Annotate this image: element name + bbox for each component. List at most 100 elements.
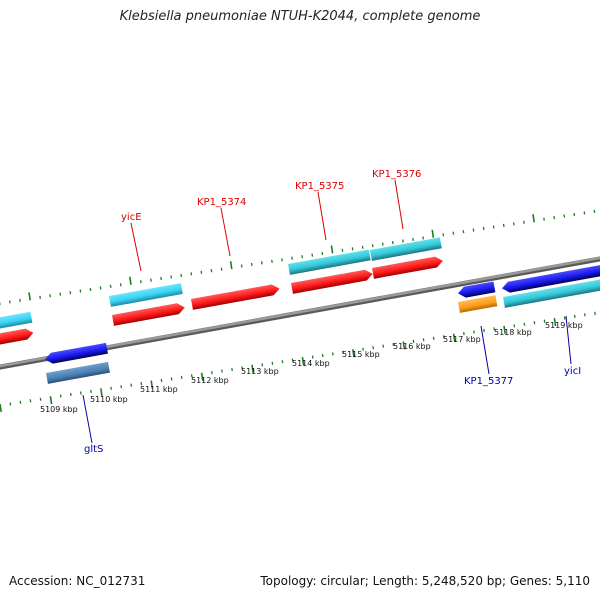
scale-label: 5119 kbp (545, 321, 583, 330)
label-leaders (82, 179, 572, 444)
minor-tick (583, 313, 586, 317)
minor-tick (291, 358, 294, 362)
minor-tick (220, 267, 223, 271)
minor-tick (170, 275, 173, 279)
scale-label: 5116 kbp (393, 342, 431, 351)
minor-tick (543, 217, 545, 221)
minor-tick (563, 214, 566, 218)
minor-tick (553, 215, 556, 220)
minor-tick (512, 222, 515, 226)
minor-tick (130, 383, 133, 387)
minor-tick (342, 350, 344, 354)
cds-gltS (44, 342, 108, 364)
minor-tick (382, 344, 385, 348)
minor-tick (301, 255, 304, 259)
major-tick (503, 325, 506, 334)
minor-tick (573, 314, 576, 319)
major-tick (452, 333, 456, 342)
minor-tick (392, 342, 395, 347)
major-tick (28, 292, 31, 301)
label-yicI: yicI (564, 366, 581, 377)
minor-tick (311, 253, 314, 257)
minor-tick (432, 336, 435, 340)
minor-tick (402, 239, 404, 243)
minor-tick (109, 284, 112, 288)
minor-tick (49, 294, 52, 298)
inner-tick-row (0, 311, 596, 413)
major-tick (229, 261, 233, 270)
minor-tick (271, 259, 273, 263)
minor-tick (231, 367, 233, 372)
minor-tick (412, 237, 414, 242)
minor-tick (190, 374, 193, 378)
minor-tick (160, 276, 162, 281)
minor-tick (473, 330, 475, 334)
outer-tick-row (0, 209, 596, 305)
accession-text: Accession: NC_012731 (9, 574, 146, 588)
major-tick (150, 380, 154, 389)
misc-feature-gltS (46, 361, 110, 384)
major-tick (352, 349, 355, 358)
scale-label: 5113 kbp (241, 367, 279, 376)
minor-tick (502, 223, 505, 228)
minor-tick (119, 283, 122, 287)
gene-labels: yicE KP1_5374 KP1_5375 KP1_5376 gltS KP1… (84, 169, 581, 455)
scale-label: 5110 kbp (90, 395, 128, 404)
minor-tick (533, 321, 536, 325)
minor-tick (200, 270, 203, 274)
scale-label: 5111 kbp (140, 385, 178, 394)
minor-tick (250, 262, 253, 267)
minor-tick (391, 240, 394, 245)
major-tick (100, 388, 103, 397)
minor-tick (483, 328, 485, 333)
minor-tick (372, 346, 375, 350)
minor-tick (361, 245, 364, 249)
label-KP1_5375: KP1_5375 (295, 181, 344, 192)
cds-fragment-left-rna (0, 311, 33, 329)
minor-tick (260, 261, 263, 265)
cds-KP1_5377 (457, 281, 496, 298)
minor-tick (321, 353, 324, 358)
minor-tick (442, 335, 445, 339)
minor-tick (180, 375, 183, 379)
major-tick (0, 403, 2, 413)
minor-tick (29, 399, 32, 403)
label-KP1_5374: KP1_5374 (197, 197, 246, 208)
scale-label: 5112 kbp (191, 376, 229, 385)
label-KP1_5377: KP1_5377 (464, 376, 513, 387)
minor-tick (493, 327, 496, 331)
minor-tick (241, 366, 244, 370)
minor-tick (543, 319, 546, 323)
label-KP1_5376: KP1_5376 (372, 169, 421, 180)
cds-KP1_5376 (372, 256, 443, 279)
cds-fragment-left-forward (0, 328, 34, 345)
minor-tick (351, 247, 354, 251)
minor-tick (210, 269, 213, 273)
major-tick (431, 229, 435, 238)
major-tick (532, 214, 535, 223)
gene-features (0, 237, 600, 384)
rna-feature-yicE (108, 283, 183, 307)
scale-label: 5114 kbp (292, 359, 330, 368)
major-tick (200, 372, 204, 381)
minor-tick (150, 278, 152, 282)
minor-tick (593, 209, 596, 213)
minor-tick (442, 233, 445, 237)
cds-KP1_5374 (191, 284, 280, 310)
minor-tick (492, 225, 495, 229)
minor-tick (140, 381, 143, 386)
genome-stats-text: Topology: circular; Length: 5,248,520 bp… (260, 574, 590, 588)
minor-tick (69, 290, 72, 295)
minor-tick (39, 397, 42, 401)
major-tick (402, 341, 406, 350)
major-tick (49, 396, 53, 405)
minor-tick (59, 292, 62, 296)
major-tick (553, 317, 557, 327)
minor-tick (291, 256, 293, 260)
minor-tick (523, 322, 526, 326)
minor-tick (462, 230, 465, 234)
scale-label: 5115 kbp (342, 350, 380, 359)
minor-tick (79, 391, 82, 395)
major-tick (330, 245, 334, 254)
